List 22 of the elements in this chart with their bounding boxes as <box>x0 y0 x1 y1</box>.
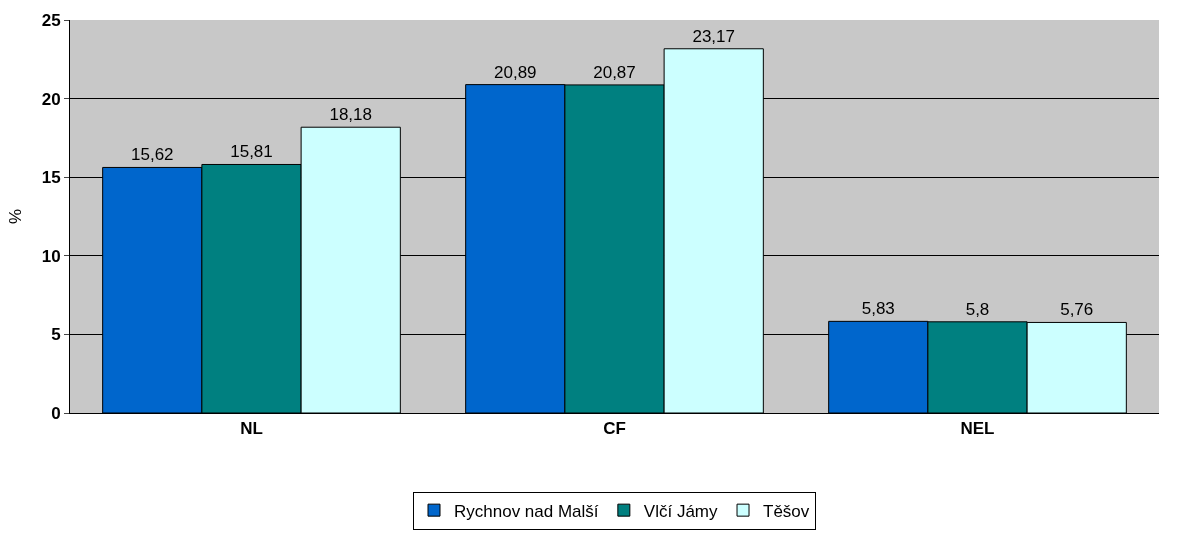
y-axis-title: % <box>6 208 26 225</box>
y-tick-label: 5 <box>51 325 61 345</box>
data-label: 15,81 <box>230 142 273 162</box>
legend-label: Těšov <box>763 501 810 521</box>
legend-label: Vlčí Jámy <box>643 501 719 521</box>
data-label: 15,62 <box>131 145 174 165</box>
x-tick-label: CF <box>603 419 626 439</box>
data-label: 18,18 <box>329 105 372 125</box>
data-label: 5,8 <box>965 299 990 319</box>
y-tick-label: 0 <box>51 403 61 423</box>
data-label: 20,89 <box>494 62 537 82</box>
data-label: 20,87 <box>593 62 636 82</box>
x-tick-label: NL <box>240 419 263 439</box>
x-tick-label: NEL <box>960 419 995 439</box>
data-label: 23,17 <box>692 26 735 46</box>
data-label: 5,83 <box>861 299 895 319</box>
y-tick-label: 25 <box>41 10 61 30</box>
y-tick-label: 20 <box>41 89 61 109</box>
y-tick-label: 15 <box>41 168 61 188</box>
legend-label: Rychnov nad Malší <box>454 501 599 521</box>
data-label: 5,76 <box>1060 300 1094 320</box>
y-tick-label: 10 <box>41 246 61 266</box>
